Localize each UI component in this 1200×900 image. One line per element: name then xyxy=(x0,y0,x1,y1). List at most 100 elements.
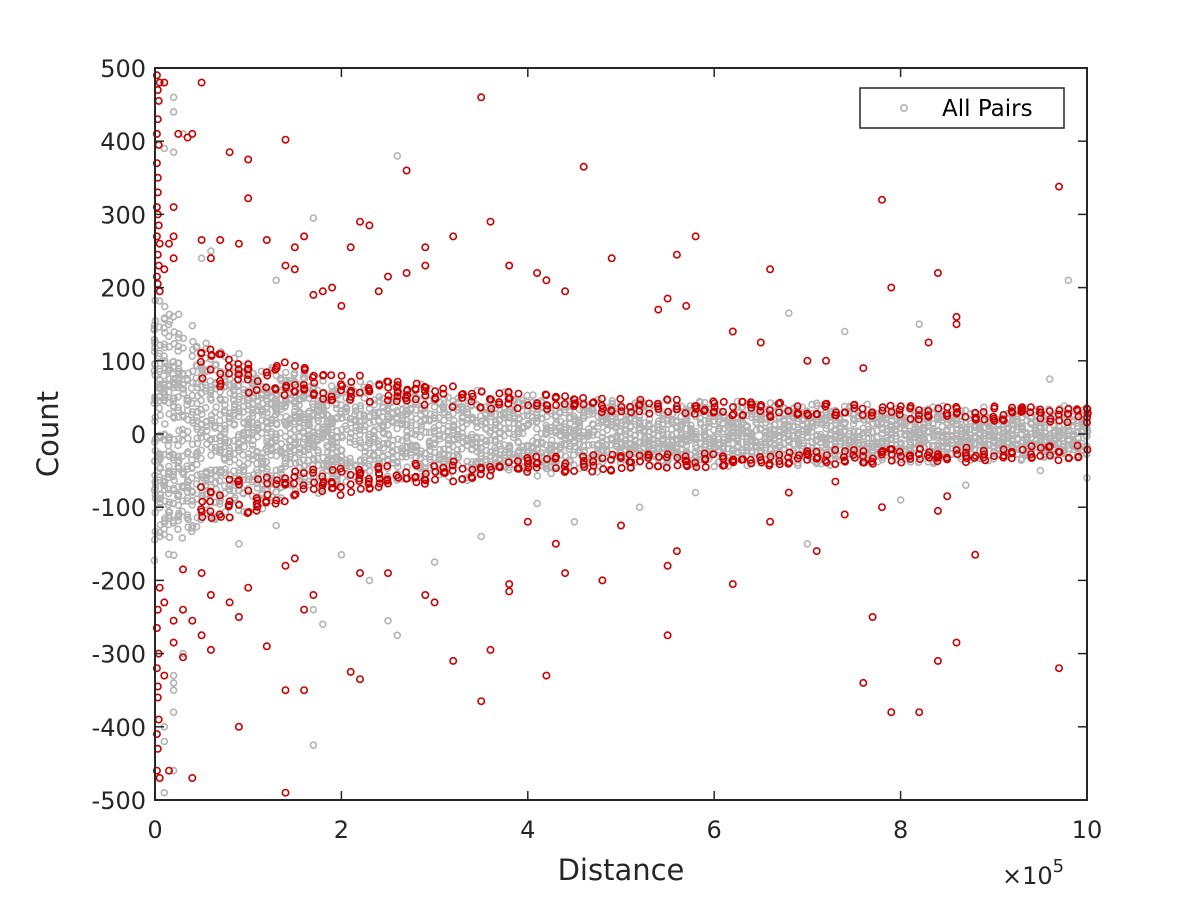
all-pairs-point xyxy=(887,435,895,444)
highlighted-pair-point xyxy=(217,512,226,521)
highlighted-pair-point xyxy=(467,397,476,406)
all-pairs-point xyxy=(594,446,602,455)
all-pairs-point xyxy=(383,472,392,481)
all-pairs-point xyxy=(169,551,178,560)
all-pairs-point xyxy=(235,349,243,358)
highlighted-pair-point xyxy=(393,377,402,386)
all-pairs-point xyxy=(602,441,611,449)
highlighted-pair-point xyxy=(309,371,318,380)
all-pairs-point xyxy=(258,464,267,472)
highlighted-pair-point xyxy=(328,465,337,474)
highlighted-pair-point xyxy=(560,399,569,408)
x-tick-label: 4 xyxy=(520,816,535,844)
all-pairs-point xyxy=(309,440,317,449)
all-pairs-point xyxy=(734,420,742,428)
all-pairs-point xyxy=(407,473,416,482)
all-pairs-point xyxy=(201,403,210,412)
all-pairs-point xyxy=(766,426,774,434)
all-pairs-point xyxy=(920,443,928,451)
highlighted-pair-point xyxy=(272,496,281,505)
all-pairs-point xyxy=(309,214,318,222)
all-pairs-point xyxy=(389,436,398,445)
highlighted-pair-point xyxy=(375,381,384,390)
all-pairs-point xyxy=(561,426,570,435)
all-pairs-point xyxy=(295,401,303,410)
all-pairs-point xyxy=(533,499,541,508)
all-pairs-point xyxy=(327,382,336,390)
all-pairs-point xyxy=(164,388,173,396)
all-pairs-point xyxy=(160,388,169,397)
all-pairs-point xyxy=(896,440,905,449)
all-pairs-point xyxy=(179,380,187,389)
all-pairs-point xyxy=(798,403,807,412)
all-pairs-point xyxy=(547,441,555,449)
highlighted-pair-point xyxy=(401,394,410,403)
all-pairs-point xyxy=(817,434,826,443)
highlighted-pair-point xyxy=(448,402,457,411)
all-pairs-point xyxy=(510,419,519,428)
all-pairs-point xyxy=(244,459,252,468)
all-pairs-point xyxy=(189,367,197,376)
all-pairs-point xyxy=(342,425,351,434)
all-pairs-point xyxy=(794,459,802,467)
highlighted-pair-point xyxy=(271,384,280,393)
all-pairs-point xyxy=(575,418,584,427)
all-pairs-point xyxy=(1078,442,1086,451)
highlighted-pair-point xyxy=(551,393,560,402)
all-pairs-point xyxy=(1050,422,1059,430)
all-pairs-point xyxy=(552,418,561,427)
all-pairs-point xyxy=(803,539,812,548)
highlighted-pair-point xyxy=(448,466,457,475)
all-pairs-point xyxy=(160,144,169,153)
highlighted-pair-point xyxy=(216,379,225,388)
all-pairs-point xyxy=(585,441,593,449)
highlighted-pair-point xyxy=(347,487,356,496)
highlighted-pair-point xyxy=(328,479,337,488)
all-pairs-point xyxy=(257,453,266,462)
all-pairs-point xyxy=(253,452,261,461)
highlighted-pair-point xyxy=(616,394,625,403)
highlighted-pair-point xyxy=(393,388,402,397)
all-pairs-point xyxy=(155,473,164,481)
highlighted-pair-point xyxy=(486,395,495,404)
all-pairs-point xyxy=(360,394,369,402)
all-pairs-point xyxy=(705,455,713,463)
all-pairs-point xyxy=(1018,422,1026,431)
all-pairs-point xyxy=(174,513,182,521)
highlighted-pair-point xyxy=(523,456,532,465)
all-pairs-point xyxy=(165,533,174,542)
all-pairs-point xyxy=(328,462,337,471)
all-pairs-point xyxy=(948,426,956,434)
highlighted-pair-point xyxy=(458,464,467,473)
all-pairs-point xyxy=(440,450,448,459)
all-pairs-point xyxy=(338,433,346,442)
all-pairs-point xyxy=(780,415,788,423)
all-pairs-point xyxy=(1045,375,1054,383)
all-pairs-point xyxy=(496,442,504,450)
all-pairs-point xyxy=(365,576,374,585)
all-pairs-point xyxy=(160,485,169,494)
all-pairs-point xyxy=(454,398,463,407)
highlighted-pair-point xyxy=(206,488,215,497)
all-pairs-point xyxy=(980,403,988,412)
all-pairs-point xyxy=(1064,422,1072,431)
all-pairs-point xyxy=(403,420,411,429)
all-pairs-point xyxy=(309,605,318,614)
legend: All Pairs xyxy=(859,87,1065,129)
highlighted-pair-point xyxy=(375,474,384,483)
highlighted-pair-point xyxy=(448,461,457,470)
highlighted-pair-point xyxy=(355,476,364,485)
all-pairs-point xyxy=(201,381,210,390)
all-pairs-point xyxy=(543,425,551,434)
all-pairs-point xyxy=(734,433,742,442)
highlighted-pair-point xyxy=(412,461,421,470)
all-pairs-point xyxy=(248,429,257,438)
highlighted-pair-point xyxy=(495,398,504,407)
all-pairs-point xyxy=(322,410,331,419)
all-pairs-point xyxy=(160,314,169,322)
all-pairs-point xyxy=(947,436,956,445)
highlighted-pair-point xyxy=(355,469,364,478)
highlighted-pair-point xyxy=(431,467,440,476)
highlighted-pair-point xyxy=(617,407,626,416)
highlighted-pair-point xyxy=(319,477,328,486)
